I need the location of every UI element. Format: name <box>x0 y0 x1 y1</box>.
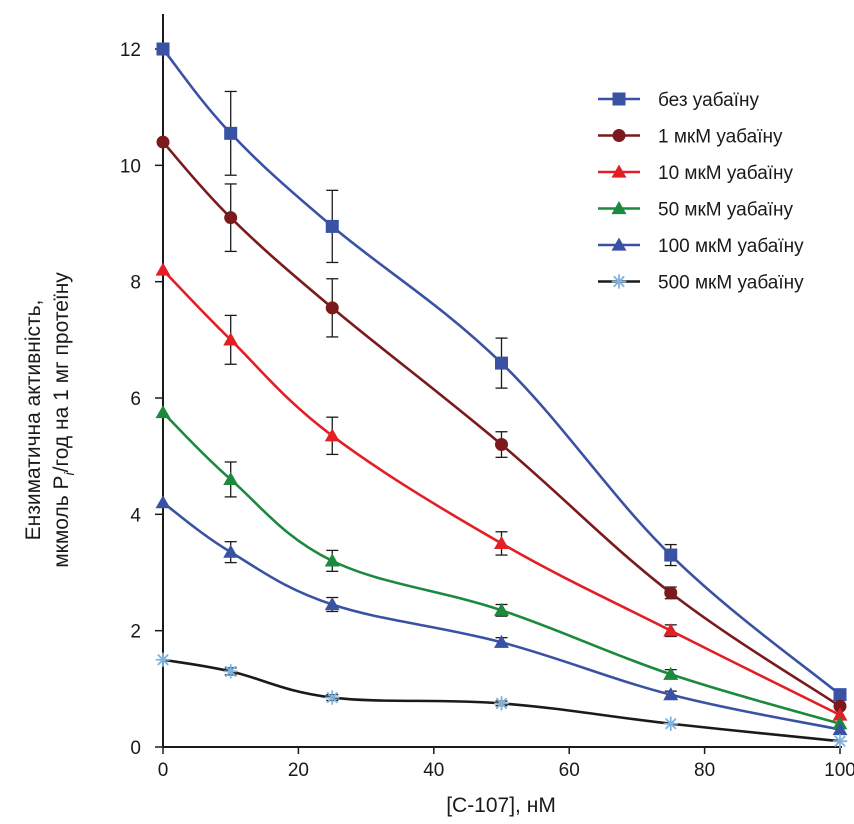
data-point <box>223 332 239 346</box>
y-axis-title-line2-pre: мкмоль P <box>50 475 73 567</box>
legend-marker <box>611 201 627 215</box>
y-axis-title-line2-post: /год на 1 мг протеїну <box>50 272 73 473</box>
x-tick-label: 80 <box>694 760 715 781</box>
data-point <box>324 553 340 567</box>
data-point <box>663 666 679 680</box>
data-point <box>833 688 847 702</box>
x-tick-label: 100 <box>824 760 854 781</box>
y-axis-title-line2: мкмоль Pi/год на 1 мг протеїну <box>50 272 77 568</box>
legend-label: 500 мкМ уабаїну <box>658 273 804 294</box>
x-axis-title: [C-107], нМ <box>446 794 556 817</box>
data-point <box>494 695 509 711</box>
data-point <box>664 586 678 600</box>
data-point <box>494 634 509 648</box>
series-line <box>161 268 842 717</box>
data-point <box>494 602 509 616</box>
legend: без уабаїну 1 мкМ уабаїну 10 мкМ уабаїну 50… <box>598 90 804 294</box>
legend-label: без уабаїну <box>658 90 759 111</box>
data-point <box>156 42 170 56</box>
legend-label: 10 мкМ уабаїну <box>658 163 794 184</box>
y-tick-label: 0 <box>130 738 141 759</box>
data-point <box>495 438 508 452</box>
data-point <box>324 690 340 705</box>
data-point <box>833 699 847 713</box>
data-point <box>832 722 848 736</box>
data-point <box>325 219 339 233</box>
legend-label: 1 мкМ уабаїну <box>658 127 783 148</box>
legend-label: 50 мкМ уабаїну <box>658 200 794 221</box>
data-point <box>223 471 239 486</box>
legend-label: 100 мкМ уабаїну <box>658 236 804 257</box>
x-tick-label: 0 <box>158 760 169 781</box>
data-point <box>325 301 339 315</box>
y-tick-label: 4 <box>130 505 141 526</box>
y-axis-title: Ензиматична активність, мкмоль Pi/год на… <box>22 272 77 568</box>
data-point <box>155 262 171 276</box>
axes: 0 20 40 60 80 100 0 2 4 6 8 10 12 <box>120 14 854 781</box>
series-line <box>161 411 842 726</box>
x-tick-label: 20 <box>288 760 309 781</box>
star-stroke <box>613 275 625 288</box>
data-point <box>664 548 678 562</box>
data-point <box>663 687 679 701</box>
y-axis-title-line2-sub: i <box>61 471 77 475</box>
data-point <box>224 211 238 225</box>
data-point <box>324 428 340 442</box>
y-tick-label: 12 <box>120 40 141 61</box>
legend-marker <box>611 164 627 178</box>
data-point <box>832 733 848 749</box>
data-point <box>224 126 238 140</box>
data-point <box>663 716 679 732</box>
legend-marker <box>612 92 626 106</box>
data-point <box>494 535 509 550</box>
legend-marker <box>611 274 627 289</box>
series-markers <box>155 42 848 749</box>
series-line <box>161 140 842 708</box>
data-point <box>156 135 170 149</box>
y-axis-title-line1: Ензиматична активність, <box>22 300 45 541</box>
data-point <box>155 405 171 419</box>
star-stroke <box>326 691 338 704</box>
star-stroke <box>495 697 508 709</box>
y-tick-label: 2 <box>130 622 141 643</box>
star-stroke <box>157 654 169 666</box>
data-point <box>495 356 508 370</box>
data-point <box>223 663 239 679</box>
star-stroke <box>225 665 237 677</box>
star-stroke <box>665 718 677 730</box>
data-point <box>324 597 340 611</box>
legend-marker <box>611 237 627 251</box>
star-stroke <box>834 735 846 747</box>
data-point <box>832 707 848 721</box>
x-tick-label: 60 <box>559 760 580 781</box>
data-point <box>155 495 171 509</box>
error-bars <box>224 90 677 707</box>
y-tick-label: 6 <box>130 389 141 410</box>
y-tick-label: 8 <box>130 273 141 294</box>
data-point <box>663 623 679 637</box>
y-tick-label: 10 <box>120 156 141 177</box>
legend-marker <box>612 129 626 142</box>
x-tick-label: 40 <box>423 760 444 781</box>
data-point <box>223 544 239 558</box>
data-point <box>155 652 171 668</box>
